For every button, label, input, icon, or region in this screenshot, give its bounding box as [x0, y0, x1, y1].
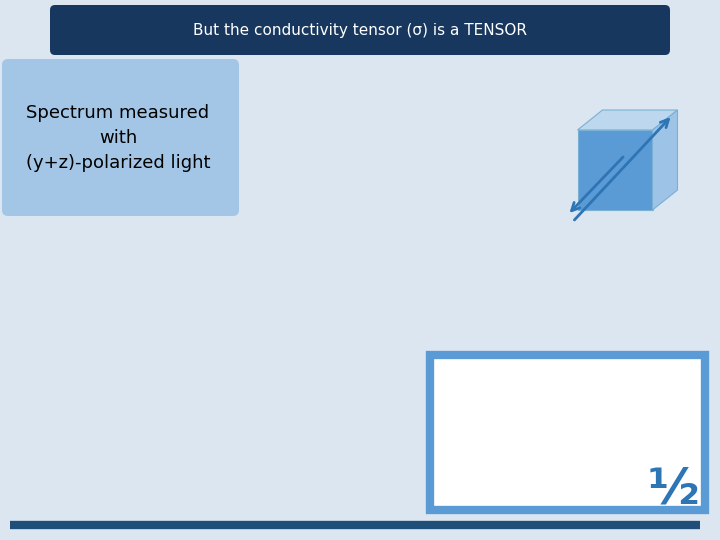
FancyBboxPatch shape [2, 59, 239, 216]
Polygon shape [577, 130, 652, 210]
Text: ½: ½ [647, 466, 699, 514]
Polygon shape [577, 110, 678, 130]
FancyBboxPatch shape [430, 355, 705, 510]
FancyBboxPatch shape [50, 5, 670, 55]
Text: But the conductivity tensor (σ) is a TENSOR: But the conductivity tensor (σ) is a TEN… [193, 23, 527, 37]
Polygon shape [652, 110, 678, 210]
Text: Spectrum measured
with
(y+z)-polarized light: Spectrum measured with (y+z)-polarized l… [26, 104, 210, 172]
